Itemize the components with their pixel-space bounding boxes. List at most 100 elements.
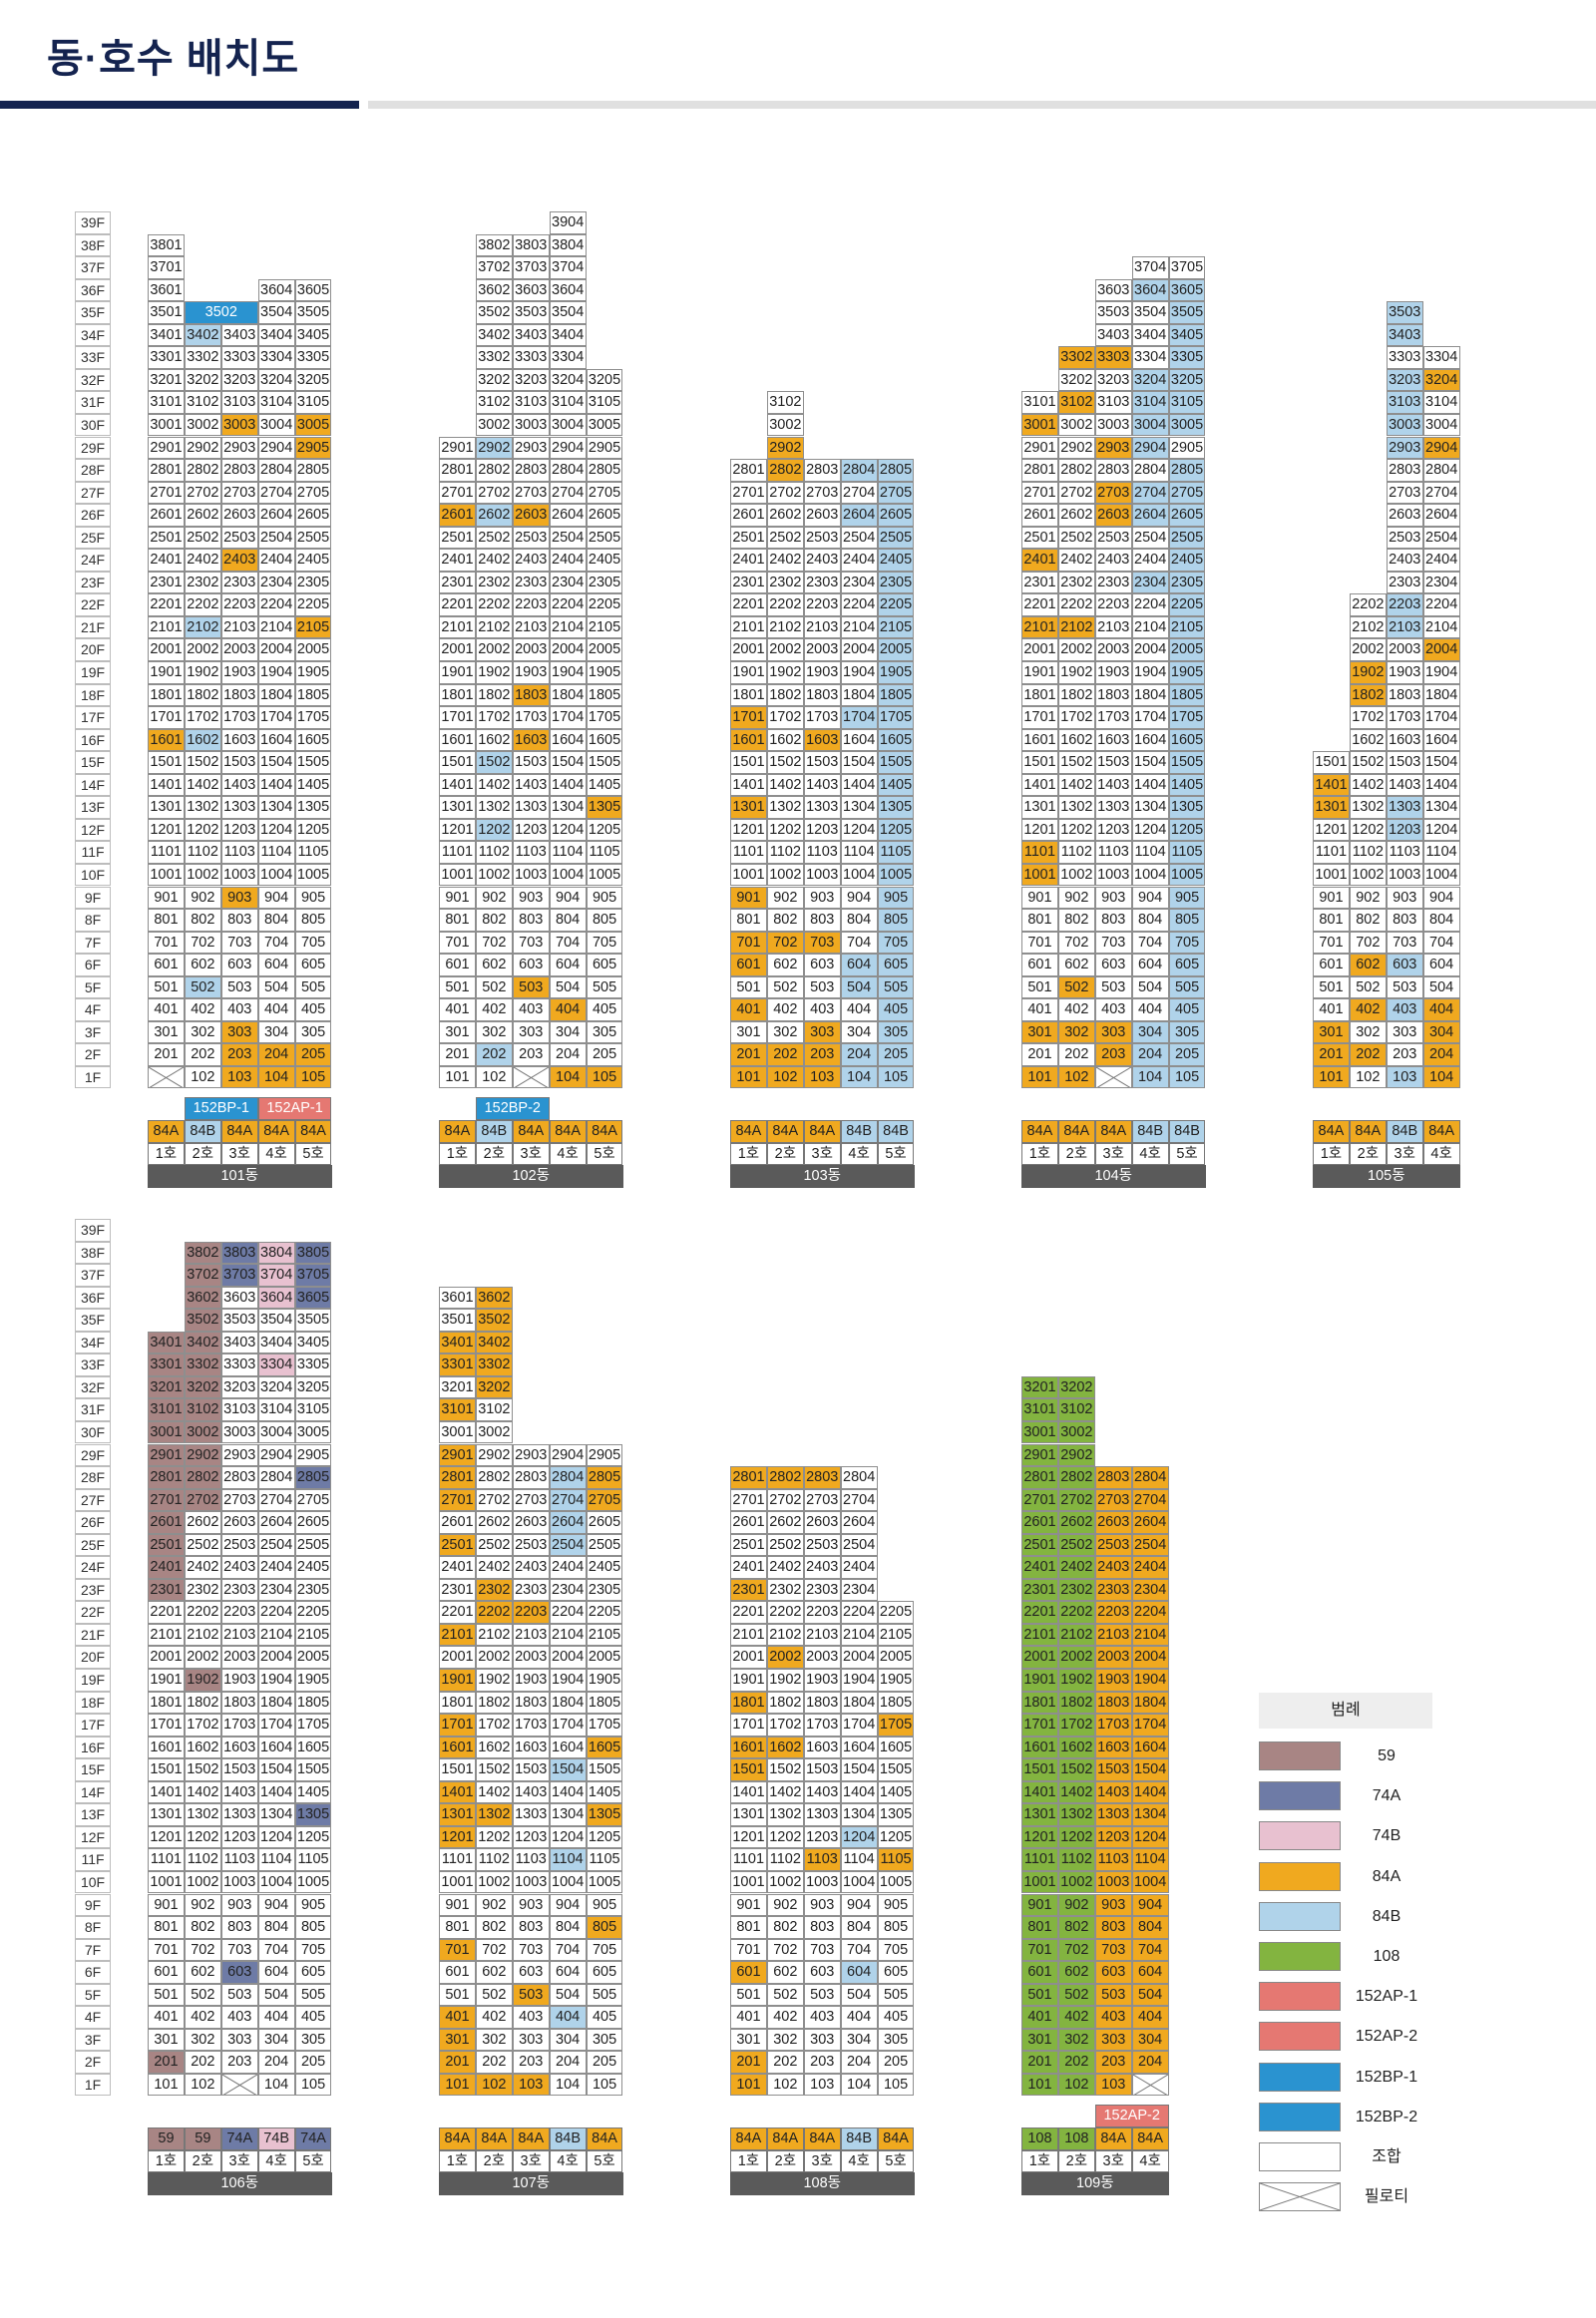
unit-cell[interactable]: 2605 bbox=[1168, 504, 1206, 527]
unit-cell[interactable]: 101 bbox=[148, 2073, 185, 2097]
unit-cell[interactable]: 1802 bbox=[184, 1691, 221, 1715]
unit-cell[interactable]: 1005 bbox=[877, 863, 915, 887]
unit-cell[interactable]: 403 bbox=[512, 998, 550, 1021]
unit-cell[interactable]: 2303 bbox=[1386, 571, 1423, 594]
unit-cell[interactable]: 2301 bbox=[148, 1578, 185, 1602]
unit-cell[interactable]: 2601 bbox=[730, 504, 767, 527]
unit-cell[interactable]: 1405 bbox=[1168, 773, 1206, 797]
unit-cell[interactable]: 1101 bbox=[1313, 841, 1350, 864]
unit-cell[interactable]: 1703 bbox=[1094, 706, 1132, 729]
unit-cell[interactable]: 1302 bbox=[184, 1803, 221, 1826]
unit-cell[interactable]: 1703 bbox=[1386, 706, 1423, 729]
unit-cell[interactable]: 1604 bbox=[1422, 728, 1460, 752]
unit-cell[interactable]: 2402 bbox=[1057, 1556, 1095, 1579]
unit-cell[interactable]: 3102 bbox=[184, 391, 221, 414]
unit-cell[interactable]: 701 bbox=[439, 931, 476, 955]
unit-cell[interactable]: 1503 bbox=[803, 751, 841, 774]
unit-cell[interactable]: 2203 bbox=[803, 1601, 841, 1624]
unit-cell[interactable]: 3601 bbox=[148, 278, 185, 302]
unit-cell[interactable]: 601 bbox=[439, 1961, 476, 1984]
unit-cell[interactable]: 902 bbox=[475, 886, 513, 909]
unit-cell[interactable]: 2201 bbox=[1021, 593, 1058, 616]
unit-cell[interactable]: 2202 bbox=[1057, 593, 1095, 616]
unit-cell[interactable]: 2902 bbox=[475, 1443, 513, 1466]
unit-cell[interactable]: 1903 bbox=[803, 1669, 841, 1692]
unit-cell[interactable]: 801 bbox=[1021, 909, 1058, 932]
unit-cell[interactable]: 2801 bbox=[148, 1466, 185, 1489]
unit-cell[interactable]: 405 bbox=[877, 998, 915, 1021]
unit-cell[interactable]: 2803 bbox=[803, 459, 841, 482]
unit-cell[interactable]: 2803 bbox=[220, 459, 258, 482]
unit-cell[interactable]: 2105 bbox=[877, 615, 915, 639]
unit-cell[interactable]: 404 bbox=[1131, 2006, 1169, 2029]
unit-cell[interactable]: 1703 bbox=[512, 706, 550, 729]
unit-cell[interactable]: 2201 bbox=[730, 1601, 767, 1624]
unit-cell[interactable]: 1505 bbox=[586, 751, 623, 774]
unit-cell[interactable]: 1803 bbox=[1094, 1691, 1132, 1715]
unit-cell[interactable]: 2301 bbox=[148, 571, 185, 594]
unit-cell[interactable]: 3502 bbox=[184, 301, 258, 324]
unit-cell[interactable]: 2805 bbox=[877, 459, 915, 482]
unit-cell[interactable]: 101 bbox=[1021, 1065, 1058, 1089]
unit-cell[interactable]: 1704 bbox=[257, 1714, 295, 1737]
unit-cell[interactable]: 204 bbox=[549, 2051, 587, 2074]
unit-cell[interactable]: 2401 bbox=[148, 549, 185, 572]
unit-cell[interactable]: 2603 bbox=[803, 1511, 841, 1534]
unit-cell[interactable]: 1904 bbox=[549, 661, 587, 684]
unit-cell[interactable]: 2003 bbox=[803, 638, 841, 661]
unit-cell[interactable]: 1902 bbox=[766, 661, 804, 684]
unit-cell[interactable]: 2301 bbox=[730, 571, 767, 594]
unit-cell[interactable]: 704 bbox=[1422, 931, 1460, 955]
unit-cell[interactable]: 1903 bbox=[512, 661, 550, 684]
unit-cell[interactable]: 205 bbox=[586, 1043, 623, 1066]
unit-cell[interactable]: 502 bbox=[1057, 975, 1095, 999]
unit-cell[interactable]: 2702 bbox=[1057, 1488, 1095, 1512]
unit-cell[interactable]: 405 bbox=[1168, 998, 1206, 1021]
unit-cell[interactable]: 1503 bbox=[512, 1758, 550, 1781]
unit-cell[interactable]: 802 bbox=[184, 1916, 221, 1939]
unit-cell[interactable]: 2004 bbox=[257, 638, 295, 661]
unit-cell[interactable]: 501 bbox=[1021, 1983, 1058, 2007]
unit-cell[interactable]: 3202 bbox=[184, 368, 221, 392]
unit-cell[interactable]: 604 bbox=[257, 1961, 295, 1984]
unit-cell[interactable]: 1101 bbox=[439, 1848, 476, 1871]
unit-cell[interactable]: 605 bbox=[877, 954, 915, 976]
unit-cell[interactable]: 2404 bbox=[549, 1556, 587, 1579]
unit-cell[interactable]: 301 bbox=[1021, 2028, 1058, 2052]
unit-cell[interactable]: 2905 bbox=[586, 1443, 623, 1466]
unit-cell[interactable]: 1602 bbox=[766, 728, 804, 752]
unit-cell[interactable]: 1201 bbox=[1313, 818, 1350, 842]
unit-cell[interactable]: 3001 bbox=[148, 413, 185, 437]
unit-cell[interactable]: 1103 bbox=[803, 841, 841, 864]
unit-cell[interactable]: 102 bbox=[766, 2073, 804, 2097]
unit-cell[interactable]: 1102 bbox=[766, 1848, 804, 1871]
unit-cell[interactable]: 702 bbox=[766, 931, 804, 955]
unit-cell[interactable]: 3404 bbox=[1131, 323, 1169, 347]
unit-cell[interactable]: 1002 bbox=[475, 863, 513, 887]
unit-cell[interactable]: 901 bbox=[439, 1893, 476, 1916]
unit-cell[interactable]: 1001 bbox=[148, 1870, 185, 1894]
unit-cell[interactable]: 201 bbox=[439, 2051, 476, 2074]
unit-cell[interactable]: 2701 bbox=[730, 1488, 767, 1512]
unit-cell[interactable]: 1702 bbox=[1057, 706, 1095, 729]
unit-cell[interactable]: 3005 bbox=[294, 1420, 332, 1444]
unit-cell[interactable]: 105 bbox=[586, 2073, 623, 2097]
unit-cell[interactable]: 2802 bbox=[1057, 1466, 1095, 1489]
unit-cell[interactable]: 402 bbox=[766, 998, 804, 1021]
unit-cell[interactable]: 2702 bbox=[766, 481, 804, 505]
unit-cell[interactable]: 3804 bbox=[549, 233, 587, 257]
unit-cell[interactable]: 3102 bbox=[475, 1398, 513, 1421]
unit-cell[interactable]: 2704 bbox=[257, 481, 295, 505]
unit-cell[interactable]: 1403 bbox=[803, 1780, 841, 1804]
unit-cell[interactable]: 2003 bbox=[1386, 638, 1423, 661]
unit-cell[interactable]: 605 bbox=[294, 1961, 332, 1984]
unit-cell[interactable]: 202 bbox=[1349, 1043, 1387, 1066]
unit-cell[interactable]: 1001 bbox=[730, 1870, 767, 1894]
unit-cell[interactable]: 803 bbox=[512, 909, 550, 932]
unit-cell[interactable]: 2003 bbox=[1094, 1646, 1132, 1669]
unit-cell[interactable]: 1603 bbox=[1094, 728, 1132, 752]
unit-cell[interactable]: 1503 bbox=[803, 1758, 841, 1781]
unit-cell[interactable]: 2504 bbox=[840, 526, 878, 550]
unit-cell[interactable]: 2702 bbox=[766, 1488, 804, 1512]
unit-cell[interactable]: 902 bbox=[184, 886, 221, 909]
